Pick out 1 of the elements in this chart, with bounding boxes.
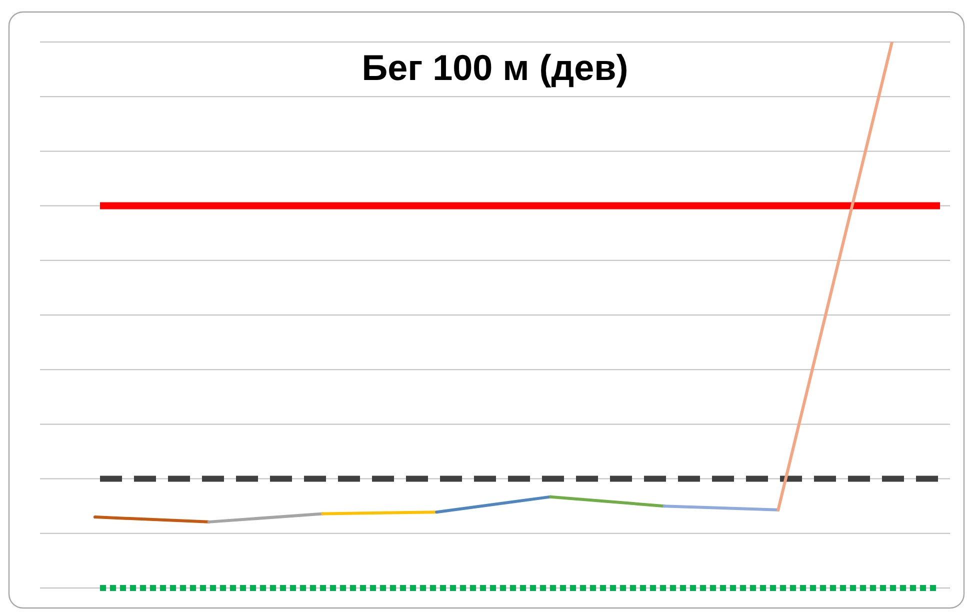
chart-title: Бег 100 м (дев)	[362, 47, 628, 88]
